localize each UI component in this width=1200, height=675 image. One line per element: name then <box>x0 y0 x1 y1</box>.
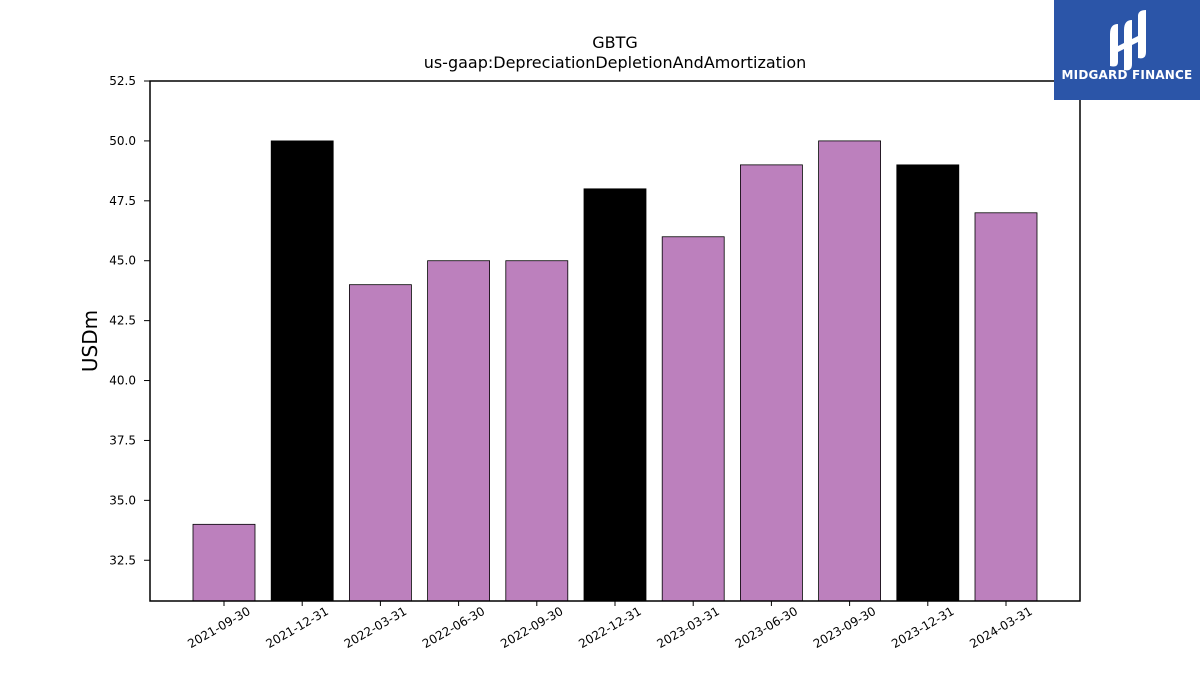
x-tick-label: 2023-06-30 <box>733 604 800 651</box>
x-tick-label: 2022-09-30 <box>498 604 565 651</box>
x-tick-label: 2022-03-31 <box>342 604 409 651</box>
y-tick-label: 47.5 <box>109 194 136 208</box>
x-tick-label: 2022-12-31 <box>576 604 643 651</box>
bar-2021-09-30 <box>192 523 256 602</box>
logo-text: MIDGARD FINANCE <box>1061 68 1193 82</box>
y-tick-label: 52.5 <box>109 74 136 88</box>
bar-2021-12-31 <box>270 140 334 602</box>
y-axis-label: USDm <box>78 310 102 372</box>
chart-title: GBTG <box>592 33 638 52</box>
y-tick-label: 42.5 <box>109 314 136 328</box>
bars-group <box>192 140 1038 602</box>
chart-subtitle: us-gaap:DepreciationDepletionAndAmortiza… <box>424 53 807 72</box>
y-tick-label: 37.5 <box>109 433 136 447</box>
midgard-finance-logo: MIDGARD FINANCE <box>1054 0 1200 100</box>
bar-2023-12-31 <box>896 164 960 602</box>
bar-2024-03-31 <box>974 212 1038 602</box>
x-tick-label: 2022-06-30 <box>420 604 487 651</box>
bar-2023-09-30 <box>818 140 881 602</box>
y-tick-label: 50.0 <box>109 134 136 148</box>
bar-2023-03-31 <box>661 236 725 602</box>
bar-2022-06-30 <box>427 260 491 602</box>
y-tick-label: 45.0 <box>109 254 136 268</box>
x-axis: 2021-09-30 2021-12-31 2022-03-31 2022-06-30… <box>185 601 1035 651</box>
midgard-logo-icon <box>1110 10 1146 71</box>
x-tick-label: 2023-12-31 <box>889 604 956 651</box>
bar-2022-09-30 <box>505 260 569 602</box>
x-tick-label: 2021-12-31 <box>263 604 330 651</box>
y-tick-label: 35.0 <box>109 493 136 507</box>
bar-2023-06-30 <box>740 164 803 602</box>
y-tick-label: 32.5 <box>109 553 136 567</box>
y-tick-label: 40.0 <box>109 374 136 388</box>
x-tick-label: 2023-03-31 <box>654 604 721 651</box>
bar-2022-12-31 <box>583 188 647 602</box>
y-axis: 32.5 35.0 37.5 40.0 42.5 45.0 47.5 50.0 52.5 <box>109 74 150 567</box>
bar-2022-03-31 <box>348 284 412 602</box>
x-tick-label: 2024-03-31 <box>967 604 1034 651</box>
x-tick-label: 2021-09-30 <box>185 604 252 651</box>
x-tick-label: 2023-09-30 <box>811 604 878 651</box>
